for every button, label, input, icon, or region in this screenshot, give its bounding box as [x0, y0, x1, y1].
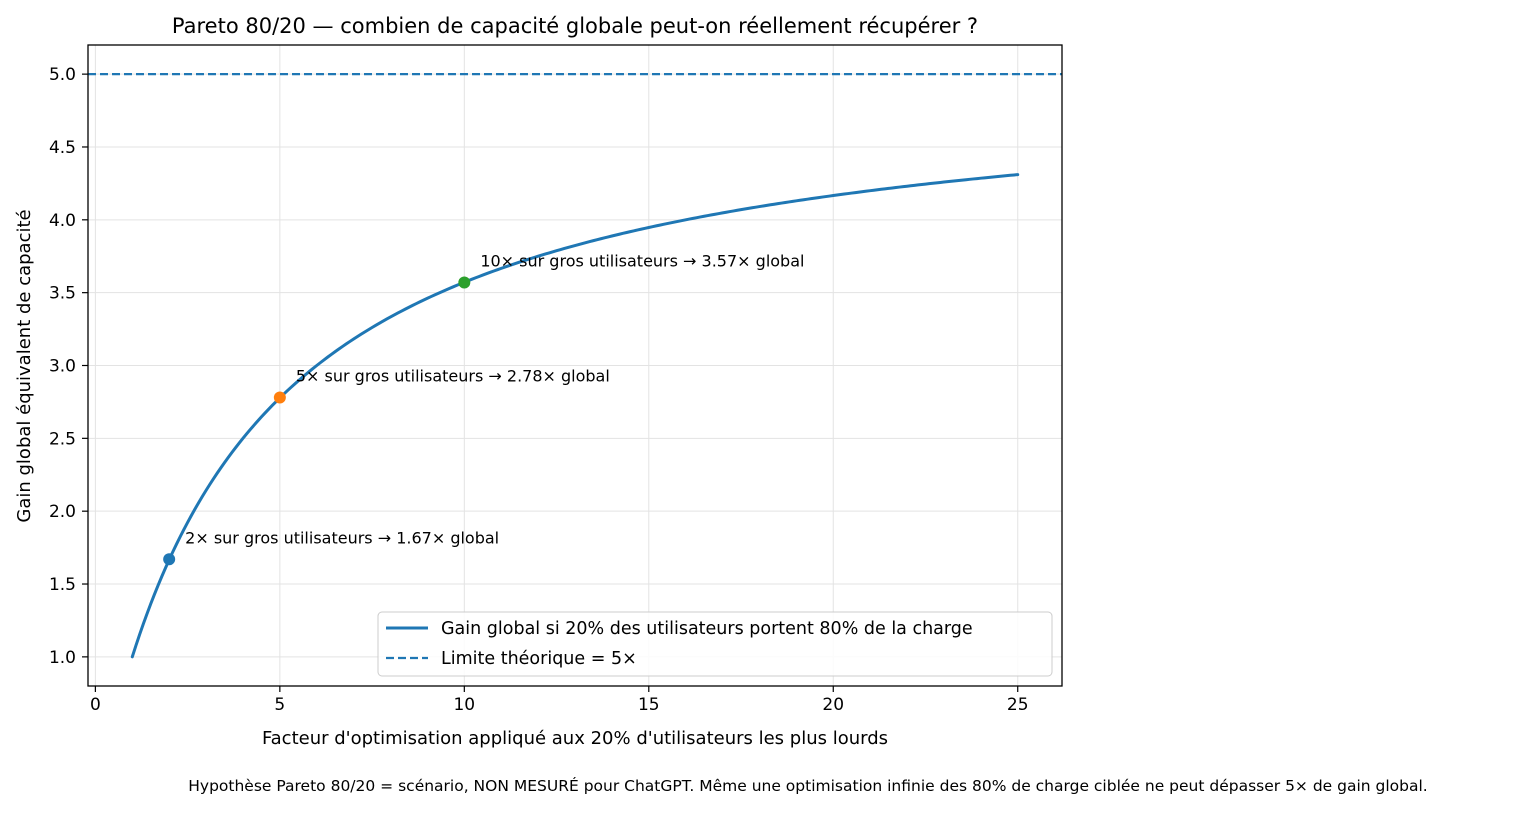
y-tick-label: 1.0: [49, 648, 76, 668]
x-tick-label: 10: [453, 695, 475, 715]
legend: Gain global si 20% des utilisateurs port…: [377, 611, 1053, 677]
highlight-point: [273, 391, 286, 404]
y-axis-label: Gain global équivalent de capacité: [14, 209, 35, 522]
point-annotation: 5× sur gros utilisateurs → 2.78× global: [296, 367, 610, 386]
highlight-point: [163, 553, 176, 566]
y-tick-label: 1.5: [49, 575, 76, 595]
y-tick-label: 2.0: [49, 502, 76, 522]
y-axis-ticks: 1.0 1.5 2.0 2.5 3.0 3.5 4.0 4.5 5.0: [49, 65, 88, 668]
highlight-points: [163, 276, 471, 566]
chart-title: Pareto 80/20 — combien de capacité globa…: [172, 14, 978, 38]
annotations: 2× sur gros utilisateurs → 1.67× global 5…: [185, 251, 804, 547]
grid: [88, 45, 1062, 686]
legend-box: [377, 611, 1053, 677]
y-tick-label: 5.0: [49, 65, 76, 85]
x-tick-label: 15: [638, 695, 660, 715]
x-tick-label: 5: [274, 695, 285, 715]
x-axis-ticks: 0 5 10 15 20 25: [90, 686, 1029, 715]
x-tick-label: 25: [1007, 695, 1029, 715]
x-axis-label: Facteur d'optimisation appliqué aux 20% …: [262, 728, 888, 749]
x-tick-label: 20: [822, 695, 844, 715]
highlight-point: [458, 276, 471, 289]
legend-label-limit: Limite théorique = 5×: [441, 649, 637, 669]
footnote: Hypothèse Pareto 80/20 = scénario, NON M…: [188, 776, 1428, 795]
legend-label-curve: Gain global si 20% des utilisateurs port…: [441, 619, 973, 639]
y-tick-label: 4.5: [49, 138, 76, 158]
point-annotation: 2× sur gros utilisateurs → 1.67× global: [185, 528, 499, 547]
x-tick-label: 0: [90, 695, 101, 715]
point-annotation: 10× sur gros utilisateurs → 3.57× global: [480, 251, 804, 270]
y-tick-label: 4.0: [49, 211, 76, 231]
y-tick-label: 3.5: [49, 284, 76, 304]
y-tick-label: 2.5: [49, 429, 76, 449]
y-tick-label: 3.0: [49, 357, 76, 377]
